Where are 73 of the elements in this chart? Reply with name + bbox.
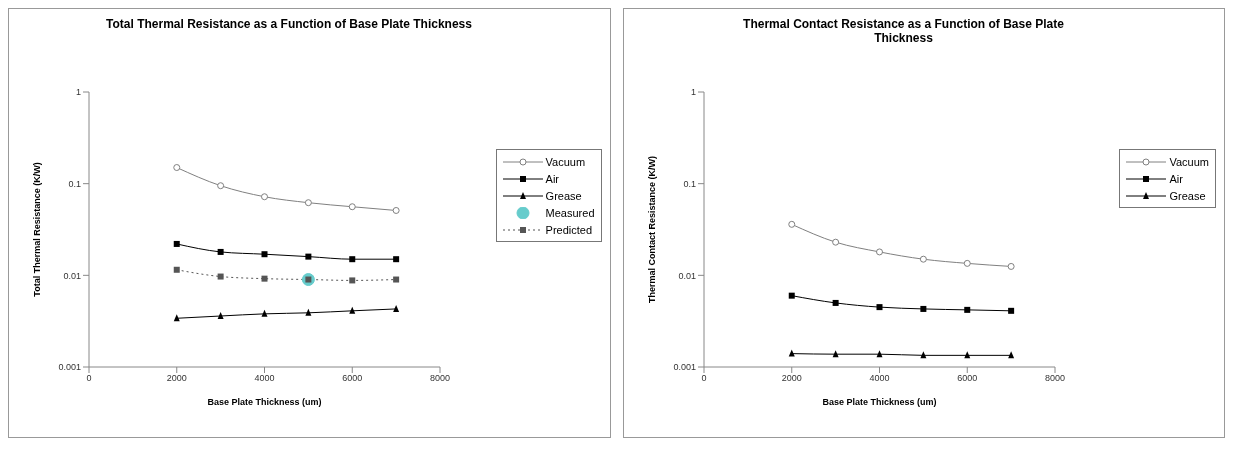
- x-tick-label: 4000: [868, 373, 890, 384]
- y-axis-title: Thermal Contact Resistance (K/W): [646, 155, 657, 304]
- point: [963, 306, 970, 313]
- point: [349, 256, 356, 263]
- x-tick-label: 8000: [429, 373, 451, 384]
- point: [173, 314, 180, 322]
- point: [217, 273, 224, 280]
- point: [393, 256, 400, 263]
- point: [305, 253, 312, 260]
- point: [217, 312, 224, 320]
- point: [261, 309, 268, 317]
- y-axis-title: Total Thermal Resistance (K/W): [32, 162, 43, 297]
- point: [393, 304, 400, 312]
- x-tick-label: 4000: [254, 373, 275, 384]
- x-tick-label: 2000: [166, 373, 187, 384]
- legend-label: Predicted: [545, 223, 593, 236]
- point: [217, 248, 224, 255]
- point: [876, 350, 882, 358]
- point: [173, 266, 180, 273]
- y-tick-label: 0.1: [682, 178, 696, 189]
- point: [217, 182, 225, 190]
- point: [349, 277, 356, 284]
- point: [832, 299, 839, 306]
- point: [919, 351, 926, 359]
- point: [305, 308, 312, 316]
- point: [349, 306, 356, 314]
- point: [393, 276, 400, 283]
- legend-label: Measured: [545, 206, 595, 219]
- point: [963, 351, 970, 359]
- point: [832, 350, 839, 358]
- legend-label: Grease: [545, 189, 582, 202]
- point: [173, 240, 180, 247]
- legend-label: Grease: [1169, 189, 1206, 202]
- point: [1007, 262, 1015, 270]
- point: [304, 199, 312, 207]
- x-tick-label: 2000: [781, 373, 802, 384]
- point: [392, 206, 400, 214]
- point: [261, 193, 268, 201]
- point: [348, 203, 356, 211]
- point: [173, 164, 181, 172]
- x-tick-label: 0: [700, 373, 707, 384]
- point: [261, 251, 268, 258]
- legend-label: Vacuum: [1169, 155, 1209, 168]
- x-axis-title: Base Plate Thickness (um): [207, 397, 322, 407]
- point: [876, 304, 882, 311]
- point: [919, 305, 926, 312]
- legend-label: Air: [545, 172, 560, 185]
- y-tick-label: 0.001: [672, 362, 696, 373]
- x-tick-label: 8000: [1044, 373, 1065, 384]
- point: [963, 259, 971, 267]
- y-tick-label: 0.01: [63, 270, 81, 281]
- x-tick-label: 6000: [342, 373, 363, 384]
- x-tick-label: 0: [86, 373, 92, 384]
- x-axis-title: Base Plate Thickness (um): [821, 397, 937, 407]
- legend-label: Air: [1169, 172, 1183, 185]
- x-tick-label: 6000: [956, 373, 977, 384]
- y-tick-label: 1: [75, 87, 81, 98]
- point: [1007, 307, 1014, 314]
- y-tick-label: 1: [690, 87, 696, 98]
- point: [875, 248, 883, 256]
- point: [831, 238, 839, 246]
- y-tick-label: 0.1: [68, 178, 81, 189]
- point: [919, 255, 927, 263]
- y-tick-label: 0.01: [677, 270, 696, 281]
- point: [788, 292, 795, 299]
- chart-title: Thermal Contact Resistance as a Function of Base Plate Thickness: [742, 17, 1065, 45]
- point: [1007, 351, 1014, 359]
- y-tick-label: 0.001: [58, 362, 81, 373]
- chart-title: Total Thermal Resistance as a Function of Base Plate Thickness: [105, 17, 473, 31]
- point: [261, 275, 268, 282]
- point: [788, 349, 795, 357]
- point: [787, 220, 795, 228]
- legend-label: Vacuum: [545, 155, 586, 168]
